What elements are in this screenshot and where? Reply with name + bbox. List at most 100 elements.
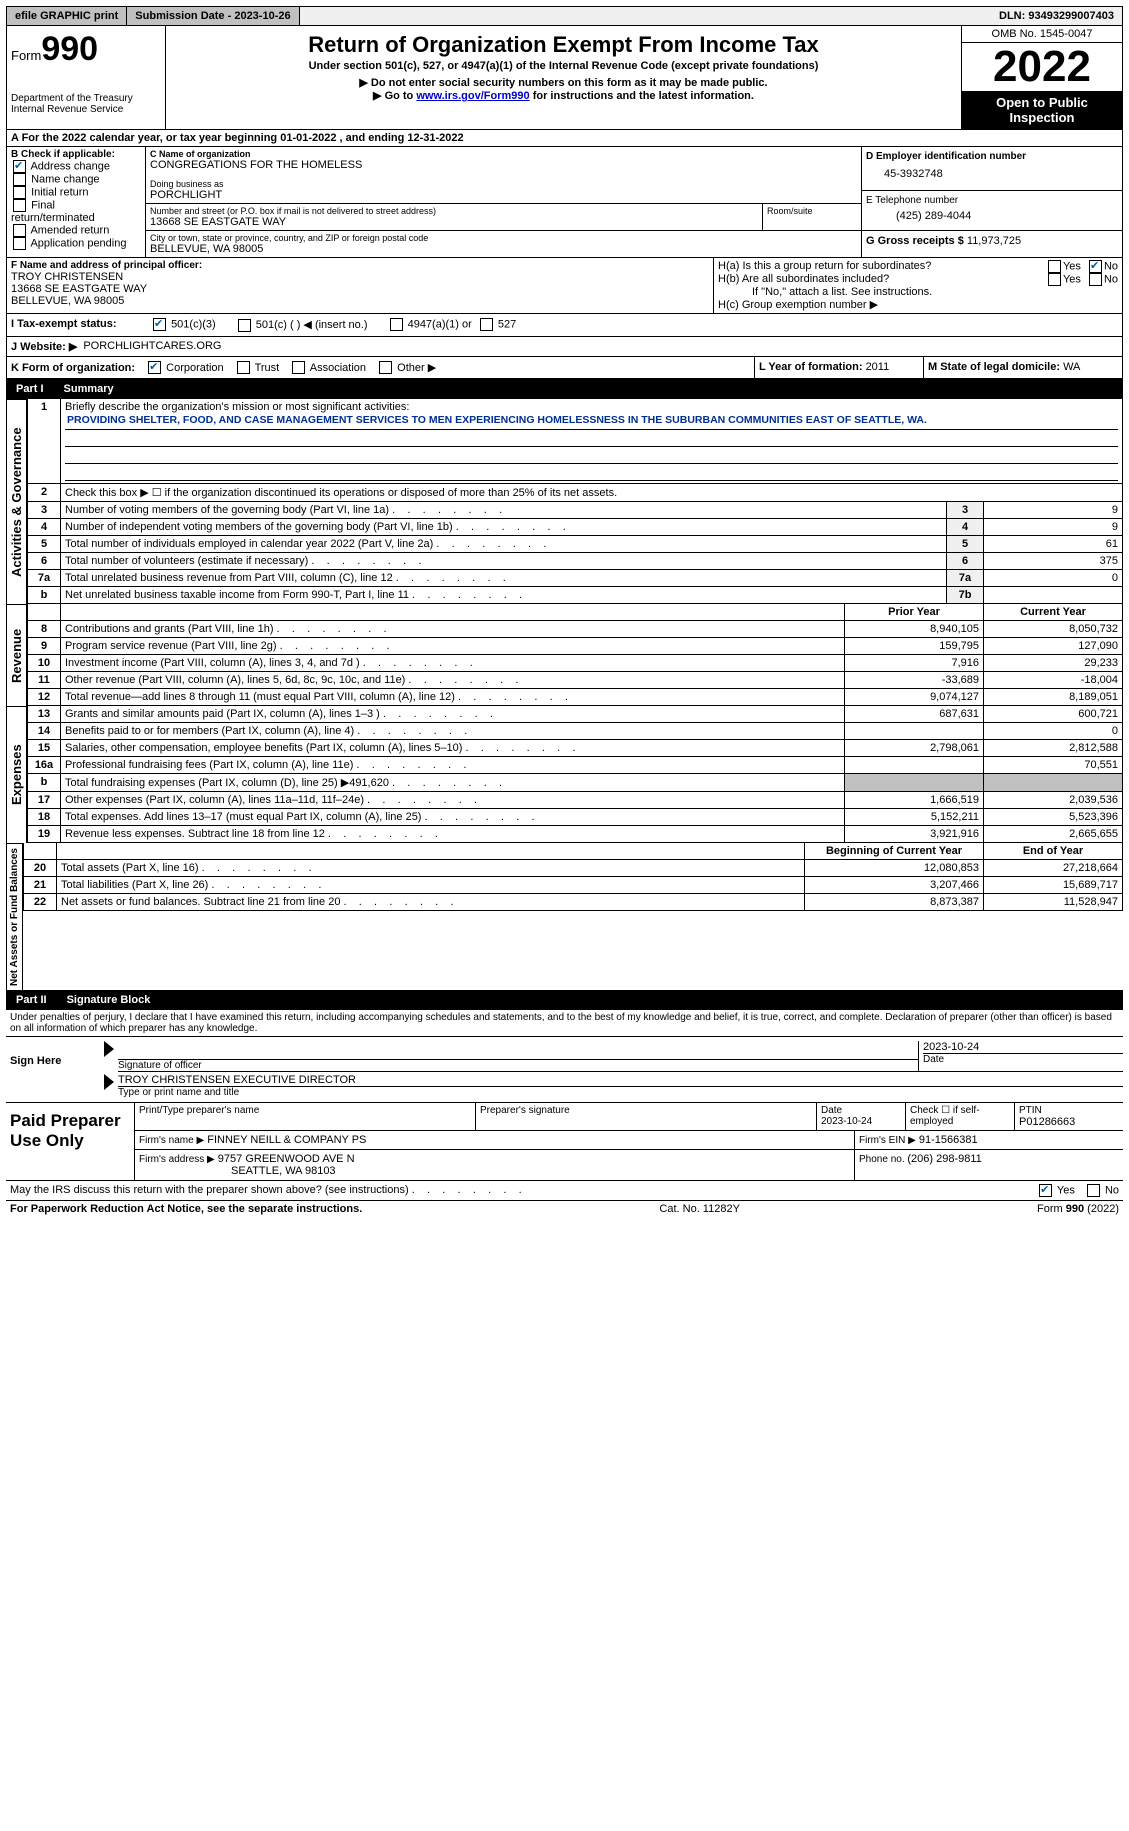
ein-label: D Employer identification number [866, 151, 1118, 162]
arrow-icon [104, 1041, 114, 1057]
firm-ein: 91-1566381 [919, 1134, 978, 1146]
h-b-label: H(b) Are all subordinates included? [718, 273, 1046, 286]
firm-phone: (206) 298-9811 [907, 1153, 981, 1165]
sig-date-label: Date [923, 1053, 1123, 1065]
activities-table: 1 Briefly describe the organization's mi… [27, 399, 1123, 604]
box-c: C Name of organization CONGREGATIONS FOR… [146, 147, 862, 257]
form-header: Form990 Department of the Treasury Inter… [6, 26, 1123, 130]
h-c-label: H(c) Group exemption number ▶ [718, 298, 1118, 311]
dba-value: PORCHLIGHT [150, 189, 857, 201]
chk-4947[interactable]: 4947(a)(1) or [388, 318, 472, 332]
netassets-block: Net Assets or Fund Balances Beginning of… [6, 843, 1123, 990]
h-b-no[interactable]: No [1087, 273, 1118, 286]
chk-501c3[interactable]: 501(c)(3) [151, 318, 216, 332]
chk-amended[interactable]: Amended return [11, 224, 141, 237]
section-fh: F Name and address of principal officer:… [6, 258, 1123, 314]
netassets-table: Beginning of Current YearEnd of Year 20T… [23, 843, 1123, 911]
firm-addr2: SEATTLE, WA 98103 [139, 1165, 850, 1177]
col-begin: Beginning of Current Year [805, 843, 984, 860]
check-self[interactable]: Check ☐ if self-employed [906, 1103, 1015, 1130]
street-value: 13668 SE EASTGATE WAY [150, 216, 758, 228]
chk-assoc[interactable]: Association [290, 362, 366, 374]
gross-receipts: G Gross receipts $ 11,973,725 [862, 231, 1122, 251]
may-irs-yes[interactable]: Yes [1037, 1184, 1075, 1197]
h-a-label: H(a) Is this a group return for subordin… [718, 260, 1046, 273]
efile-print-button[interactable]: efile GRAPHIC print [7, 7, 127, 25]
chk-corp[interactable]: Corporation [146, 362, 224, 374]
revenue-table: Prior YearCurrent Year 8Contributions an… [27, 604, 1123, 706]
chk-other[interactable]: Other ▶ [377, 362, 436, 374]
phone-value: (425) 289-4044 [866, 206, 1118, 226]
firm-name: FINNEY NEILL & COMPANY PS [207, 1134, 366, 1146]
firm-addr-label: Firm's address ▶ [139, 1154, 215, 1165]
h-b-note: If "No," attach a list. See instructions… [718, 286, 1118, 298]
may-irs-no[interactable]: No [1085, 1184, 1119, 1197]
penalty-text: Under penalties of perjury, I declare th… [6, 1010, 1123, 1037]
firm-phone-label: Phone no. [859, 1154, 907, 1165]
h-a-yes[interactable]: Yes [1046, 260, 1081, 273]
website-label: J Website: ▶ [11, 340, 77, 353]
sig-date: 2023-10-24 [923, 1041, 1123, 1053]
form-number: Form990 [11, 30, 161, 69]
box-i: I Tax-exempt status: 501(c)(3) 501(c) ( … [6, 314, 1123, 337]
city-value: BELLEVUE, WA 98005 [150, 243, 857, 255]
may-irs-discuss: May the IRS discuss this return with the… [6, 1181, 1123, 1201]
sign-here-block: Sign Here Signature of officer 2023-10-2… [6, 1037, 1123, 1103]
org-name: CONGREGATIONS FOR THE HOMELESS [150, 159, 857, 171]
dln-value: 93493299007403 [1028, 10, 1114, 22]
chk-initial-return[interactable]: Initial return [11, 186, 141, 199]
tax-status-label: I Tax-exempt status: [11, 318, 151, 332]
ein-value: 45-3932748 [866, 162, 1118, 186]
chk-name-change[interactable]: Name change [11, 173, 141, 186]
h-b-yes[interactable]: Yes [1046, 273, 1081, 286]
part1-label: Part I [12, 381, 54, 397]
box-b: B Check if applicable: Address change Na… [7, 147, 146, 257]
chk-address-change[interactable]: Address change [11, 160, 141, 173]
firm-name-label: Firm's name ▶ [139, 1135, 204, 1146]
open-inspection: Open to Public Inspection [962, 91, 1122, 129]
dept-treasury: Department of the Treasury [11, 93, 161, 104]
footer-cat: Cat. No. 11282Y [659, 1203, 740, 1215]
header-right: OMB No. 1545-0047 2022 Open to Public In… [961, 26, 1122, 129]
dln: DLN: 93493299007403 [991, 7, 1122, 25]
paid-preparer-block: Paid Preparer Use Only Print/Type prepar… [6, 1103, 1123, 1181]
form-subtitle: Under section 501(c), 527, or 4947(a)(1)… [172, 60, 955, 72]
part2-header: Part II Signature Block [6, 990, 1123, 1010]
box-k: K Form of organization: Corporation Trus… [7, 357, 755, 379]
firm-addr1: 9757 GREENWOOD AVE N [218, 1153, 355, 1165]
part1-header: Part I Summary [6, 379, 1123, 399]
box-klm: K Form of organization: Corporation Trus… [6, 357, 1123, 380]
box-m: M State of legal domicile: WA [924, 357, 1122, 379]
irs-link[interactable]: www.irs.gov/Form990 [416, 90, 529, 102]
col-end: End of Year [984, 843, 1123, 860]
chk-app-pending[interactable]: Application pending [11, 237, 141, 250]
box-b-label: B Check if applicable: [11, 149, 141, 160]
chk-501c[interactable]: 501(c) ( ) ◀ (insert no.) [236, 318, 368, 332]
section-bcdeg: B Check if applicable: Address change Na… [6, 147, 1123, 258]
city-label: City or town, state or province, country… [150, 233, 857, 243]
chk-trust[interactable]: Trust [235, 362, 280, 374]
dln-label: DLN: [999, 10, 1028, 22]
form-title: Return of Organization Exempt From Incom… [172, 32, 955, 58]
side-expenses: Expenses [6, 706, 27, 843]
chk-final-return[interactable]: Final return/terminated [11, 199, 141, 224]
header-left: Form990 Department of the Treasury Inter… [7, 26, 166, 129]
officer-addr1: 13668 SE EASTGATE WAY [11, 283, 709, 295]
arrow-icon [104, 1074, 114, 1090]
prep-date-label: Date [821, 1105, 901, 1116]
col-prior: Prior Year [845, 604, 984, 621]
officer-addr2: BELLEVUE, WA 98005 [11, 295, 709, 307]
part2-title: Signature Block [57, 994, 151, 1006]
sign-here-label: Sign Here [6, 1037, 104, 1102]
prep-sig-label: Preparer's signature [480, 1105, 812, 1116]
chk-527[interactable]: 527 [478, 318, 516, 332]
footer: For Paperwork Reduction Act Notice, see … [6, 1201, 1123, 1217]
officer-title-label: Type or print name and title [118, 1086, 1123, 1098]
part1-title: Summary [54, 383, 114, 395]
officer-label: F Name and address of principal officer: [11, 260, 709, 271]
period-a: A For the 2022 calendar year, or tax yea… [6, 130, 1123, 147]
submission-label: Submission Date - [135, 10, 234, 22]
h-a-no[interactable]: No [1087, 260, 1118, 273]
summary-block: Activities & Governance 1 Briefly descri… [6, 399, 1123, 604]
sig-officer-label: Signature of officer [118, 1059, 918, 1071]
